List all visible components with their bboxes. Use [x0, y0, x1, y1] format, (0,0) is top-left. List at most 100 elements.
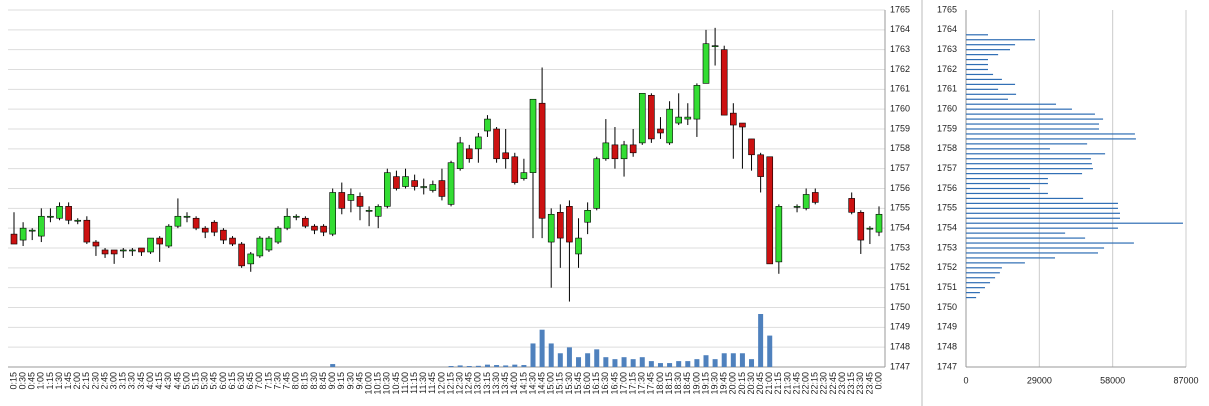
candle-body [511, 156, 519, 183]
profile-bar [966, 63, 988, 66]
profile-bar [966, 202, 1118, 204]
x-tick-label: 21:00 [764, 372, 774, 395]
x-tick-label: 16:00 [582, 372, 592, 395]
x-tick-label: 11:30 [418, 372, 428, 394]
y-tick-label: 1760 [937, 104, 957, 114]
x-tick-label: 19:30 [709, 372, 719, 395]
x-tick-label: 4:45 [172, 372, 182, 390]
x-tick-label: 23:45 [864, 372, 874, 395]
volume-bar [475, 365, 481, 367]
volume-bar [448, 366, 454, 367]
y-tick-label: 1750 [890, 302, 910, 312]
x-tick-label: 11:15 [409, 372, 419, 394]
y-tick-label: 1765 [937, 4, 957, 14]
candle-body [684, 116, 692, 120]
volume-bar [676, 361, 682, 367]
candle-body [566, 206, 573, 243]
profile-bar [966, 153, 1106, 155]
candle-body [119, 249, 127, 252]
x-tick-label: 13:15 [482, 372, 492, 395]
x-tick-label: 21:45 [791, 372, 801, 395]
profile-bar [966, 292, 980, 294]
y-tick-label: 1753 [937, 242, 957, 252]
profile-bar [966, 118, 1104, 120]
y-tick-label: 1758 [937, 143, 957, 153]
x-tick-label: 18:30 [673, 372, 683, 395]
x-tick-label: 0:45 [27, 372, 37, 390]
x-tick-label: 3:45 [136, 372, 146, 390]
volume-bar [721, 353, 727, 367]
profile-bar [966, 68, 988, 71]
profile-bar [966, 49, 1010, 51]
candle-body [875, 213, 883, 233]
x-tick-label: 14:30 [527, 372, 537, 395]
candle-body [83, 219, 91, 243]
profile-bar [966, 123, 1100, 125]
candle-body [766, 156, 774, 265]
candle-body [702, 43, 710, 84]
profile-bar [966, 267, 1002, 269]
x-tick-label: 23:30 [855, 372, 865, 395]
profile-bar [966, 173, 1083, 175]
x-tick-label: 0:15 [8, 372, 18, 390]
candle-body [101, 249, 109, 255]
profile-bar [966, 217, 1120, 219]
profile-bar [966, 163, 1092, 165]
x-tick-label: 19:45 [719, 372, 729, 395]
x-tick-label: 6:45 [245, 372, 255, 390]
y-tick-label: 1752 [937, 262, 957, 272]
x-tick-label: 14:45 [536, 372, 546, 395]
candle-body [811, 192, 819, 203]
profile-bar [966, 108, 1072, 110]
candle-body [192, 217, 200, 229]
volume-bar [594, 349, 600, 367]
candle-body [456, 142, 464, 169]
x-tick-label: 12:45 [464, 372, 474, 395]
candle-body [19, 227, 27, 241]
x-tick-label: 20:00 [728, 372, 738, 395]
profile-bar [966, 177, 1048, 180]
profile-bar [966, 143, 1088, 145]
x-tick-label: 18:00 [655, 372, 665, 395]
y-tick-label: 1759 [937, 123, 957, 133]
candle-body [848, 198, 855, 213]
x-tick-label: 1:45 [63, 372, 73, 390]
profile-bar [966, 212, 1120, 214]
candle-body [374, 206, 382, 217]
x-tick-label: 6:30 [236, 372, 246, 390]
profile-bar [966, 73, 994, 76]
volume-bar [694, 359, 700, 367]
candle-body [438, 180, 446, 197]
volume-bar [548, 343, 554, 367]
x-tick-label: 20:30 [746, 372, 756, 395]
profile-bar [966, 148, 1050, 150]
volume-bar [639, 357, 645, 367]
profile-bar [966, 103, 1057, 105]
candle-body [529, 98, 537, 173]
x-tick-label: 13:30 [491, 372, 501, 395]
volume-bar [739, 353, 745, 367]
candle-body [28, 229, 36, 232]
volume-bar [612, 359, 618, 367]
candle-body [347, 194, 355, 201]
x-tick-label: 2:30 [90, 372, 100, 390]
x-tick-label: 17:45 [646, 372, 656, 395]
y-tick-label: 1750 [937, 302, 957, 312]
volume-bar [466, 366, 472, 367]
y-tick-label: 1751 [890, 282, 910, 292]
volume-bar [566, 347, 572, 367]
y-tick-label: 1763 [890, 44, 910, 54]
x-tick-label: 8:15 [300, 372, 310, 390]
x-tick-label: 6:00 [218, 372, 228, 390]
y-tick-label: 1752 [890, 262, 910, 272]
x-tick-label: 21:15 [773, 372, 783, 395]
profile-bar [966, 54, 999, 56]
x-tick-label: 2:15 [81, 372, 91, 390]
candle-body [411, 180, 418, 187]
y-tick-label: 1757 [937, 163, 957, 173]
candle-body [638, 93, 646, 144]
y-tick-label: 1759 [890, 123, 910, 133]
profile-bar [966, 83, 1016, 85]
y-tick-label: 1749 [937, 322, 957, 332]
x-tick-label: 15:30 [564, 372, 574, 395]
